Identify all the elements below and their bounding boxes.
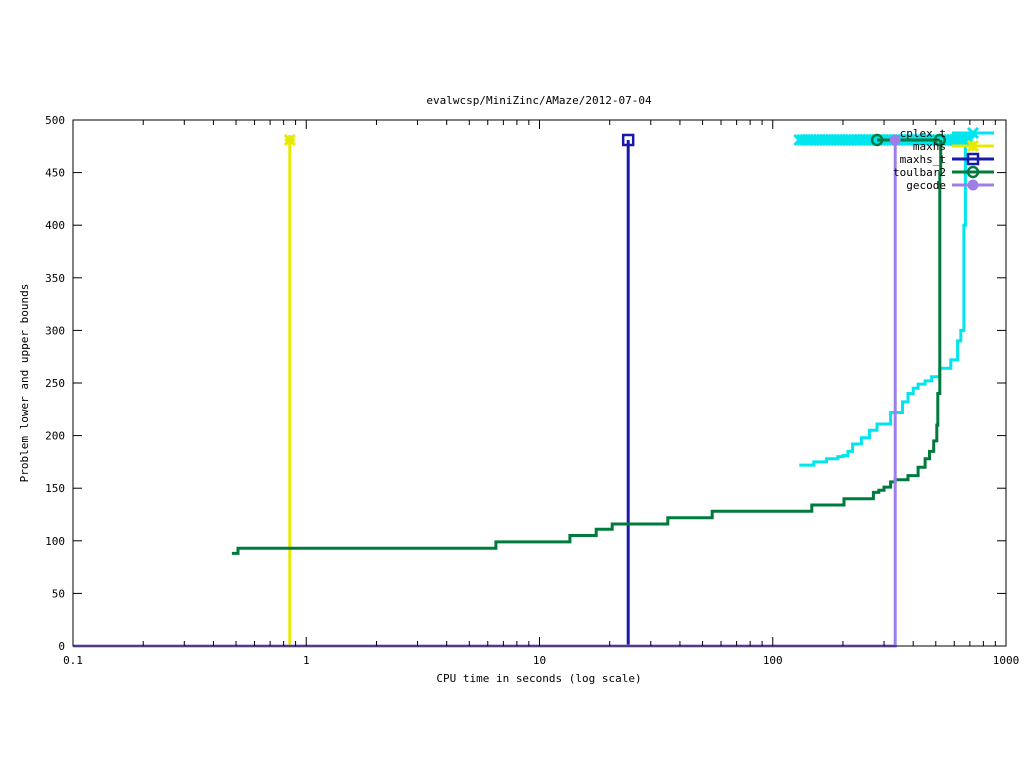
x-axis-label: CPU time in seconds (log scale) [436, 672, 641, 685]
legend-label-maxhs-t: maxhs_t [900, 153, 946, 166]
chart-title: evalwcsp/MiniZinc/AMaze/2012-07-04 [426, 94, 652, 107]
series-toulbar2-point [933, 133, 947, 147]
legend-marker-gecode-shape [967, 179, 979, 191]
legend-marker-maxhs [966, 139, 980, 153]
legend-marker-maxhs-t-shape [966, 152, 980, 166]
legend-marker-gecode [967, 179, 979, 191]
legend-marker-maxhs-t [966, 152, 980, 166]
series-toulbar2 [231, 133, 947, 555]
series-gecode-point-shape [889, 134, 901, 146]
y-tick-label: 50 [52, 587, 65, 600]
y-tick-label: 200 [45, 430, 65, 443]
x-tick-label: 0.1 [63, 654, 83, 667]
series-cplex-t-point-stroke [963, 133, 976, 147]
y-tick-label: 300 [45, 324, 65, 337]
plot-frame [72, 119, 1007, 647]
legend-label-gecode: gecode [906, 179, 946, 192]
y-tick-label: 450 [45, 167, 65, 180]
y-tick-label: 500 [45, 114, 65, 127]
legend-marker-cplex-t-stroke [966, 126, 980, 140]
series-toulbar2-point-shape [870, 133, 884, 147]
y-tick-label: 400 [45, 219, 65, 232]
series-toulbar2-point-shape [933, 133, 947, 147]
series-toulbar2-point [870, 133, 884, 147]
y-tick-label: 350 [45, 272, 65, 285]
legend-marker-toulbar2 [966, 165, 980, 179]
legend-label-cplex-t: cplex_t [900, 127, 946, 140]
axes: 0 50 100 150 200 250 300 350 400 450 500 0.1 1 10 100 1… [45, 114, 1019, 667]
legend-marker-cplex-t [966, 126, 980, 140]
y-tick-label: 100 [45, 535, 65, 548]
x-tick-label: 1000 [993, 654, 1020, 667]
series-gecode-point [889, 134, 901, 146]
x-tick-label: 10 [533, 654, 546, 667]
y-tick-label: 0 [58, 640, 65, 653]
y-tick-label: 150 [45, 482, 65, 495]
x-tick-label: 100 [763, 654, 783, 667]
y-tick-label: 250 [45, 377, 65, 390]
x-tick-label: 1 [303, 654, 310, 667]
legend-marker-toulbar2-shape [966, 165, 980, 179]
series-maxhs-t-point-shape [621, 133, 635, 147]
legend-label-toulbar2: toulbar2 [893, 166, 946, 179]
series-maxhs-t-point [621, 133, 635, 147]
series-maxhs-point [283, 133, 296, 147]
y-axis-label: Problem lower and upper bounds [18, 284, 31, 483]
series-toulbar2-lower-line [231, 140, 943, 555]
series-cplex-t-lower-line [799, 141, 967, 467]
legend-label-maxhs: maxhs [913, 140, 946, 153]
